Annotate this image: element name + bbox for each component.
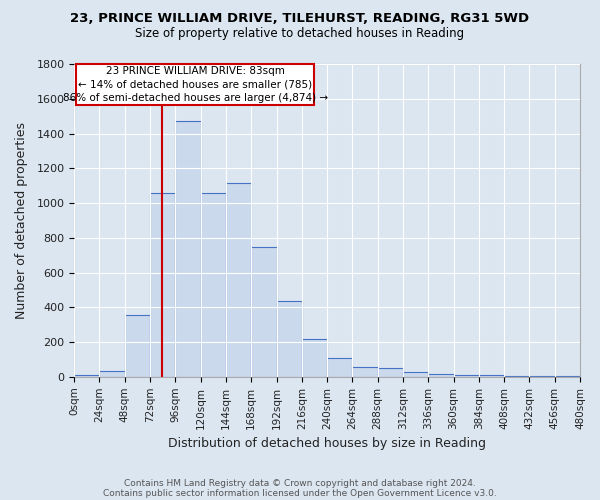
Text: ← 14% of detached houses are smaller (785): ← 14% of detached houses are smaller (78… <box>79 80 313 90</box>
Bar <box>403 372 428 377</box>
Bar <box>100 370 125 377</box>
Bar <box>251 248 277 377</box>
Bar <box>74 375 100 377</box>
Bar <box>479 376 504 377</box>
Bar <box>150 192 175 377</box>
Bar <box>277 301 302 377</box>
Bar <box>504 376 529 377</box>
Bar <box>302 338 327 377</box>
X-axis label: Distribution of detached houses by size in Reading: Distribution of detached houses by size … <box>168 437 486 450</box>
Bar <box>125 315 150 377</box>
Bar <box>76 64 314 105</box>
Bar <box>226 183 251 377</box>
Bar <box>377 368 403 377</box>
Bar <box>200 192 226 377</box>
Y-axis label: Number of detached properties: Number of detached properties <box>15 122 28 319</box>
Text: 23, PRINCE WILLIAM DRIVE, TILEHURST, READING, RG31 5WD: 23, PRINCE WILLIAM DRIVE, TILEHURST, REA… <box>70 12 530 26</box>
Bar <box>529 376 555 377</box>
Bar <box>428 374 454 377</box>
Text: Size of property relative to detached houses in Reading: Size of property relative to detached ho… <box>136 28 464 40</box>
Text: 86% of semi-detached houses are larger (4,874) →: 86% of semi-detached houses are larger (… <box>63 94 328 104</box>
Bar <box>327 358 352 377</box>
Bar <box>352 367 377 377</box>
Bar <box>454 374 479 377</box>
Text: Contains HM Land Registry data © Crown copyright and database right 2024.: Contains HM Land Registry data © Crown c… <box>124 478 476 488</box>
Text: 23 PRINCE WILLIAM DRIVE: 83sqm: 23 PRINCE WILLIAM DRIVE: 83sqm <box>106 66 285 76</box>
Bar <box>175 122 200 377</box>
Text: Contains public sector information licensed under the Open Government Licence v3: Contains public sector information licen… <box>103 488 497 498</box>
